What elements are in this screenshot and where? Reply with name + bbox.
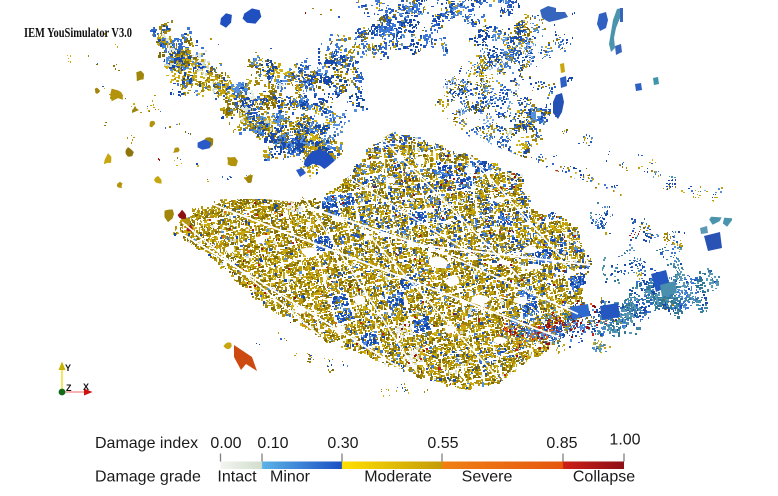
svg-text:Damage index: Damage index [95,435,198,452]
svg-text:0.85: 0.85 [546,435,577,452]
svg-text:0.30: 0.30 [327,435,358,452]
svg-text:Collapse: Collapse [573,469,635,486]
svg-text:Intact: Intact [217,469,257,486]
svg-text:0.55: 0.55 [427,435,458,452]
svg-text:1.00: 1.00 [609,432,640,449]
svg-text:0.10: 0.10 [257,435,288,452]
svg-text:Moderate: Moderate [364,469,432,486]
svg-text:0.00: 0.00 [210,435,241,452]
svg-text:Damage grade: Damage grade [95,469,201,486]
svg-text:Z: Z [66,383,72,393]
svg-text:Y: Y [65,363,71,373]
svg-text:X: X [83,382,89,392]
svg-text:Minor: Minor [270,469,311,486]
svg-text:IEM YouSimulator V3.0: IEM YouSimulator V3.0 [24,25,132,40]
svg-text:Severe: Severe [462,469,513,486]
